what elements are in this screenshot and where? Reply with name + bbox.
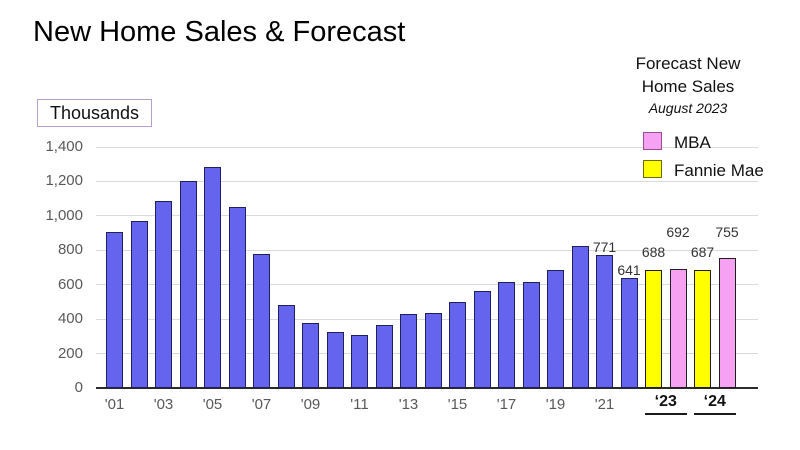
gridline-1,000: [96, 215, 758, 217]
bar-'18: [522, 281, 540, 388]
legend-title-line2: Home Sales: [641, 77, 735, 96]
bar-value-label-'22: 641: [617, 261, 641, 278]
bar-'10: [326, 332, 344, 388]
y-tick-label-600: 600: [57, 275, 83, 293]
x-tick-label-'07: '07: [251, 396, 272, 413]
x-tick-label-forecast-23: ‘23: [654, 393, 677, 410]
bar-‘24 Fannie Mae: [694, 269, 711, 388]
gridline-600: [96, 284, 758, 286]
bar-'06: [228, 207, 246, 388]
forecast-year-underline-24: [693, 413, 736, 415]
y-tick-label-0: 0: [74, 379, 83, 396]
bar-'11: [351, 335, 368, 388]
gridline-1,200: [96, 180, 758, 182]
forecast-legend: Forecast New Home Sales August 2023 MBA …: [598, 52, 788, 180]
bar-'13: [400, 314, 417, 388]
x-tick-label-'21: '21: [594, 396, 615, 413]
bar-'16: [473, 291, 491, 388]
bar-'05: [204, 167, 221, 388]
legend-item-fannie-mae-label: Fannie Mae: [674, 161, 764, 180]
x-tick-label-forecast-24: ‘24: [703, 393, 726, 410]
legend-item-mba-label: MBA: [674, 133, 711, 152]
x-tick-label-'17: '17: [496, 396, 517, 413]
bar-'12: [375, 324, 393, 388]
mba-color-swatch: [643, 132, 662, 150]
bar-'14: [424, 312, 442, 388]
y-tick-label-1,000: 1,000: [45, 206, 83, 224]
bar-'17: [498, 282, 515, 388]
bar-'15: [449, 301, 466, 388]
units-label-box: Thousands: [37, 99, 153, 127]
bar-'21: [596, 255, 613, 388]
legend-title-line1: Forecast New: [635, 54, 741, 73]
x-tick-label-'03: '03: [153, 396, 174, 413]
bar-'22: [620, 277, 638, 388]
bar-'03: [155, 201, 172, 388]
bar-'08: [277, 304, 295, 388]
bar-‘24 MBA: [718, 258, 736, 388]
bar-'07: [253, 254, 270, 388]
x-axis-line: [96, 387, 758, 389]
y-tick-label-400: 400: [57, 310, 83, 328]
x-tick-label-'15: '15: [447, 396, 468, 413]
y-tick-label-800: 800: [57, 241, 83, 259]
bar-‘23 MBA: [669, 268, 687, 388]
bar-'20: [571, 246, 589, 388]
y-tick-label-1,400: 1,400: [45, 138, 83, 155]
bar-'02: [130, 220, 148, 388]
bar-'01: [106, 231, 123, 388]
bar-value-label-'21: 771: [592, 239, 617, 256]
gridline-800: [96, 249, 758, 251]
gridline-1,400: [96, 146, 758, 148]
forecast-year-underline-23: [644, 413, 687, 415]
fannie-mae-color-swatch: [643, 160, 662, 178]
legend-item-fannie-mae: Fannie Mae: [643, 160, 764, 181]
x-tick-label-'01: '01: [104, 396, 125, 413]
x-tick-label-'11: '11: [350, 396, 369, 413]
x-tick-label-'05: '05: [202, 396, 223, 413]
legend-item-mba: MBA: [643, 132, 711, 153]
bar-value-label-‘23 Fannie Mae: 688: [641, 244, 666, 260]
bar-value-label-‘23 MBA: 692: [666, 224, 690, 240]
x-tick-label-'09: '09: [300, 396, 321, 413]
y-tick-label-1,200: 1,200: [45, 172, 83, 190]
y-tick-label-200: 200: [57, 344, 83, 362]
bar-‘23 Fannie Mae: [645, 269, 662, 388]
bar-'04: [179, 180, 197, 388]
x-tick-label-'13: '13: [398, 396, 419, 413]
x-tick-label-'19: '19: [545, 396, 566, 413]
legend-subtitle: August 2023: [648, 100, 728, 116]
bar-value-label-‘24 MBA: 755: [715, 224, 739, 240]
bar-'19: [547, 270, 564, 388]
bar-'09: [302, 323, 319, 388]
bar-value-label-‘24 Fannie Mae: 687: [690, 244, 715, 260]
chart-title: New Home Sales & Forecast: [33, 16, 406, 48]
